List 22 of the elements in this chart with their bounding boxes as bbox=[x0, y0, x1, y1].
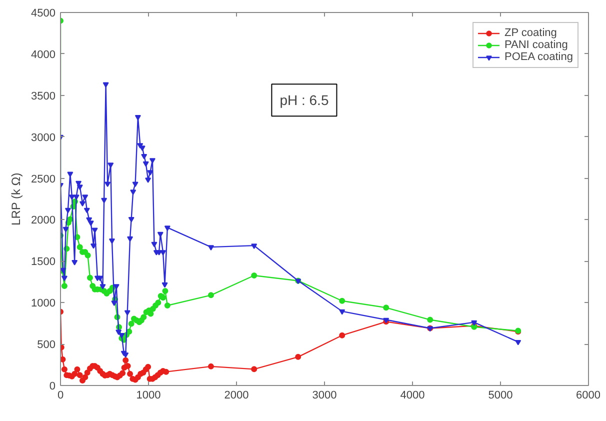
y-tick-label: 3000 bbox=[31, 132, 56, 144]
y-tick-label: 1000 bbox=[31, 298, 56, 310]
x-tick-label: 3000 bbox=[312, 390, 337, 402]
x-tick-label: 0 bbox=[57, 390, 64, 402]
y-tick-label: 2500 bbox=[31, 173, 56, 186]
legend-label: PANI coating bbox=[504, 39, 568, 51]
x-tick-label: 2000 bbox=[224, 390, 249, 402]
y-tick-label: 1500 bbox=[31, 256, 56, 268]
y-tick-label: 4000 bbox=[31, 48, 56, 61]
y-tick-label: 4500 bbox=[31, 8, 56, 20]
legend-label: POEA coating bbox=[504, 51, 573, 63]
y-axis-title: LRP (k Ω) bbox=[9, 172, 24, 226]
legend-label: ZP coating bbox=[504, 27, 557, 39]
x-tick-label: 6000 bbox=[576, 390, 601, 402]
y-tick-label: 2000 bbox=[31, 214, 56, 227]
x-tick-label: 5000 bbox=[488, 390, 513, 402]
y-tick-label: 500 bbox=[37, 339, 56, 352]
x-tick-label: 1000 bbox=[136, 390, 161, 402]
y-tick-label: 3500 bbox=[31, 90, 56, 102]
x-tick-label: 4000 bbox=[400, 390, 425, 402]
annotation: pH : 6.5 bbox=[280, 92, 329, 108]
y-tick-label: 0 bbox=[49, 380, 56, 392]
